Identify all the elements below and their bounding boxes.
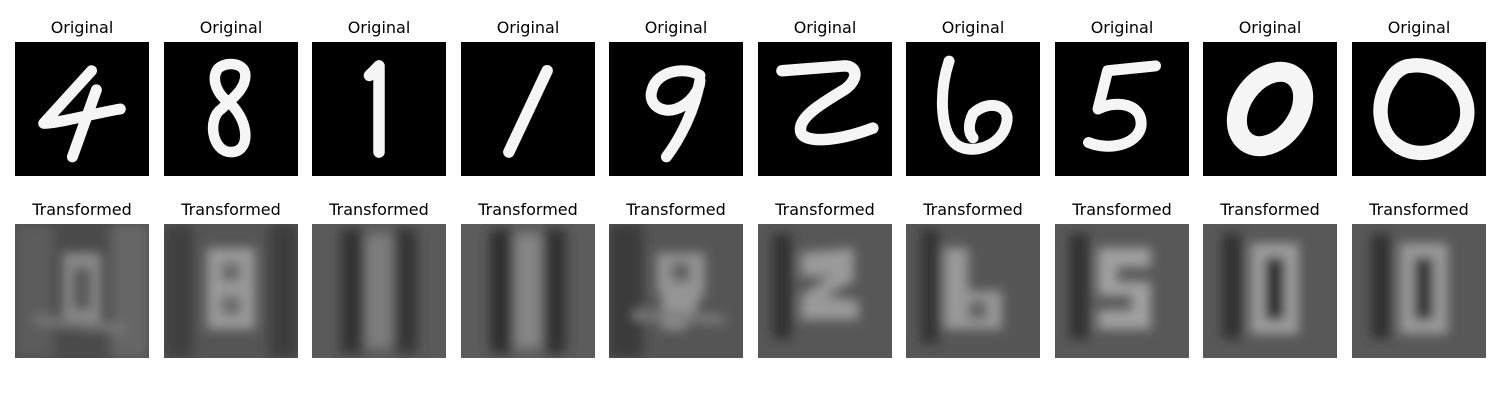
transformed-digit-1b-drawing	[461, 224, 595, 358]
original-title-9: Original	[1238, 18, 1302, 37]
digit-5-drawing	[1055, 42, 1189, 176]
transformed-digit-0a-image	[1203, 224, 1337, 358]
transformed-digit-0b-drawing	[1352, 224, 1486, 358]
original-title-6: Original	[793, 18, 857, 37]
transformed-digit-8-drawing	[164, 224, 298, 358]
transformed-title-2: Transformed	[181, 200, 281, 219]
transformed-title-8: Transformed	[1072, 200, 1172, 219]
original-title-10: Original	[1387, 18, 1451, 37]
transformed-title-10: Transformed	[1369, 200, 1469, 219]
original-digit-4-image	[15, 42, 149, 176]
original-title-3: Original	[347, 18, 411, 37]
transformed-title-7: Transformed	[923, 200, 1023, 219]
transformed-title-4: Transformed	[478, 200, 578, 219]
transformed-digit-6-drawing	[906, 224, 1040, 358]
original-title-4: Original	[496, 18, 560, 37]
transformed-digit-0-drawing	[15, 224, 149, 358]
transformed-title-1: Transformed	[32, 200, 132, 219]
original-digit-0b-image	[1352, 42, 1486, 176]
transformed-digit-9-drawing	[609, 224, 743, 358]
original-digit-1-image	[312, 42, 446, 176]
original-digit-1b-image	[461, 42, 595, 176]
transformed-digit-1-drawing	[312, 224, 446, 358]
digit-1b-drawing	[461, 42, 595, 176]
transformed-digit-0b-image	[1352, 224, 1486, 358]
transformed-digit-1b-image	[461, 224, 595, 358]
digit-0-drawing	[1203, 42, 1337, 176]
transformed-digit-5-drawing	[1055, 224, 1189, 358]
transformed-digit-0a-drawing	[1203, 224, 1337, 358]
transformed-digit-8-image	[164, 224, 298, 358]
transformed-digit-2-drawing	[758, 224, 892, 358]
original-digit-8-image	[164, 42, 298, 176]
original-digit-5-image	[1055, 42, 1189, 176]
transformed-digit-9-image	[609, 224, 743, 358]
digit-8-drawing	[164, 42, 298, 176]
digit-2-drawing	[758, 42, 892, 176]
original-title-7: Original	[941, 18, 1005, 37]
transformed-digit-1-image	[312, 224, 446, 358]
original-title-8: Original	[1090, 18, 1154, 37]
transformed-digit-0-image	[15, 224, 149, 358]
original-digit-6-image	[906, 42, 1040, 176]
digit-4-drawing	[15, 42, 149, 176]
digit-1-drawing	[312, 42, 446, 176]
transformed-digit-2-image	[758, 224, 892, 358]
transformed-title-9: Transformed	[1220, 200, 1320, 219]
transformed-digit-6-image	[906, 224, 1040, 358]
transformed-digit-5-image	[1055, 224, 1189, 358]
original-digit-0-image	[1203, 42, 1337, 176]
original-title-5: Original	[644, 18, 708, 37]
digit-9-drawing	[609, 42, 743, 176]
transformed-title-5: Transformed	[626, 200, 726, 219]
digit-6-drawing	[906, 42, 1040, 176]
transformed-title-3: Transformed	[329, 200, 429, 219]
original-title-1: Original	[50, 18, 114, 37]
original-digit-9-image	[609, 42, 743, 176]
original-digit-2-image	[758, 42, 892, 176]
transformed-title-6: Transformed	[775, 200, 875, 219]
original-title-2: Original	[199, 18, 263, 37]
digit-0b-drawing	[1352, 42, 1486, 176]
